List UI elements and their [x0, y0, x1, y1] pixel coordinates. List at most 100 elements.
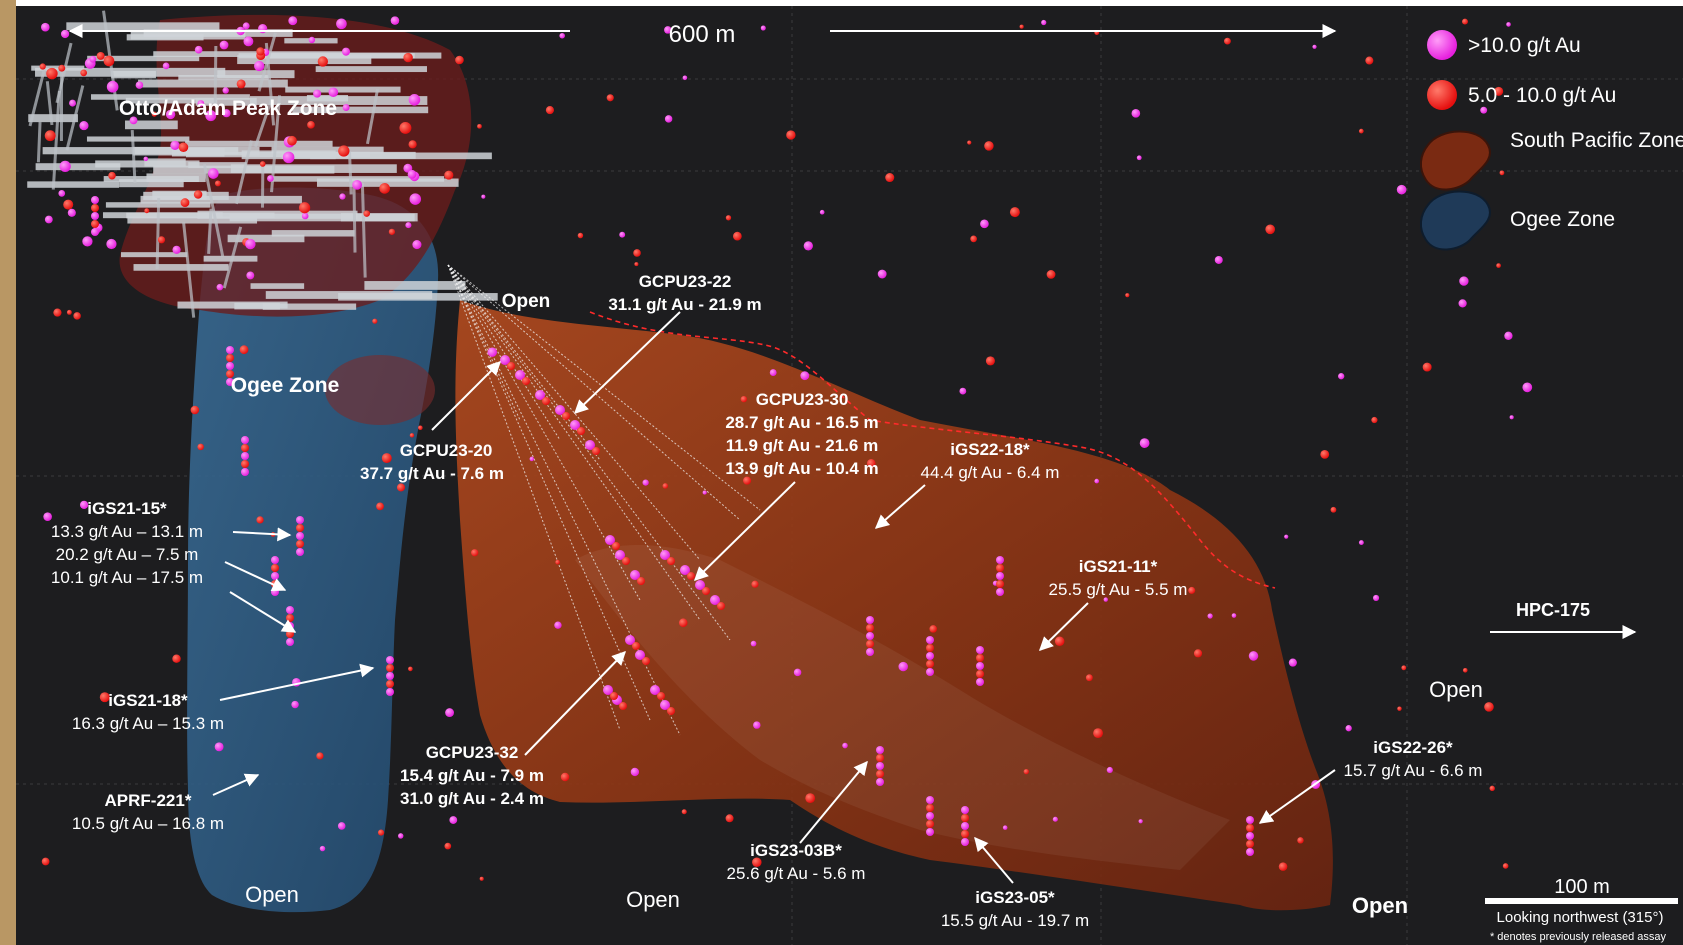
- assay-mid-grade: [44, 130, 56, 142]
- assay-high-grade: [405, 222, 412, 229]
- assay-high-grade: [961, 806, 969, 814]
- workings-drift: [315, 66, 427, 73]
- assay-mid-grade: [296, 540, 304, 548]
- assay-high-grade: [625, 635, 635, 645]
- assay-high-grade: [1041, 19, 1047, 26]
- assay-mid-grade: [259, 161, 266, 167]
- legend-ogee-label: Ogee Zone: [1510, 208, 1615, 231]
- underground-workings: [27, 10, 498, 318]
- assay-mid-grade: [702, 587, 710, 595]
- drill-trace: [447, 264, 701, 621]
- callout-arrow: [694, 481, 796, 581]
- assay-line: 31.0 g/t Au - 2.4 m: [400, 789, 544, 808]
- assay-high-grade: [1288, 658, 1297, 667]
- assay-mid-grade: [63, 199, 74, 210]
- assay-mid-grade: [307, 121, 315, 129]
- intercept-aprf-221: APRF-221* 10.5 g/t Au – 16.8 m: [72, 791, 224, 833]
- assay-mid-grade: [926, 644, 934, 652]
- assay-high-grade: [996, 588, 1004, 596]
- legend-mid-grade-label: 5.0 - 10.0 g/t Au: [1468, 84, 1616, 107]
- assay-line: 10.5 g/t Au – 16.8 m: [72, 814, 224, 833]
- assay-mid-grade: [190, 405, 200, 415]
- assay-high-grade: [959, 387, 967, 395]
- assay-high-grade: [630, 570, 640, 580]
- assay-mid-grade: [1358, 128, 1364, 134]
- assay-high-grade: [842, 742, 848, 749]
- assay-high-grade: [803, 241, 813, 251]
- workings-drift: [28, 114, 78, 123]
- workings-raise: [365, 88, 380, 145]
- assay-mid-grade: [1009, 207, 1020, 218]
- assay-mid-grade: [1019, 24, 1024, 29]
- assay-high-grade: [91, 212, 99, 220]
- zone-boundary-dashed: [589, 311, 1276, 589]
- assay-mid-grade: [455, 55, 464, 65]
- assay-high-grade: [59, 160, 71, 172]
- assay-high-grade: [866, 648, 874, 656]
- open-label-bottom-right: Open: [1352, 893, 1408, 918]
- assay-high-grade: [286, 606, 294, 614]
- assay-line: 10.1 g/t Au – 17.5 m: [51, 568, 203, 587]
- bottom-scale-bar: 100 m Looking northwest (315°) * denotes…: [1485, 876, 1678, 943]
- assay-high-grade: [876, 778, 884, 786]
- hole-id: iGS21-15*: [87, 499, 167, 518]
- assay-high-grade: [222, 109, 231, 118]
- assay-mid-grade: [1023, 768, 1029, 775]
- workings-drift: [119, 179, 184, 188]
- assay-mid-grade: [885, 173, 895, 183]
- assay-mid-grade: [633, 249, 641, 257]
- assay-high-grade: [41, 22, 50, 32]
- assay-high-grade: [1522, 382, 1533, 393]
- workings-drift: [262, 303, 357, 310]
- assay-line: 25.6 g/t Au - 5.6 m: [727, 864, 866, 883]
- callout-arrow: [799, 760, 868, 844]
- assay-high-grade: [750, 640, 757, 647]
- assay-mid-grade: [805, 793, 816, 804]
- assay-mid-grade: [197, 443, 204, 451]
- workings-drift: [111, 70, 156, 79]
- workings-drift: [87, 55, 200, 62]
- assay-high-grade: [106, 80, 119, 93]
- assay-mid-grade: [58, 64, 66, 72]
- assay-high-grade: [529, 456, 535, 462]
- workings-raise: [270, 95, 282, 193]
- workings-drift: [103, 176, 199, 182]
- assay-high-grade: [408, 94, 421, 106]
- open-label-bottom: Open: [626, 887, 680, 912]
- assay-high-grade: [291, 700, 299, 709]
- assay-mid-grade: [103, 55, 115, 67]
- workings-raise: [264, 42, 276, 126]
- callout-arrow: [219, 663, 375, 701]
- assay-high-grade: [246, 271, 255, 280]
- workings-drift: [227, 234, 305, 243]
- assay-mid-grade: [372, 318, 378, 324]
- assay-high-grade: [409, 193, 422, 205]
- footnote: * denotes previously released assay: [1490, 931, 1667, 943]
- assay-high-grade: [242, 22, 250, 30]
- assay-mid-grade: [642, 657, 650, 665]
- assay-mid-grade: [985, 356, 995, 366]
- assay-mid-grade: [180, 198, 190, 207]
- assay-mid-grade: [1502, 863, 1509, 869]
- assay-mid-grade: [1278, 862, 1288, 871]
- assay-high-grade: [619, 231, 626, 238]
- assay-high-grade: [319, 845, 326, 852]
- assay-mid-grade: [286, 614, 294, 622]
- assay-high-grade: [695, 580, 705, 590]
- assay-mid-grade: [193, 190, 203, 199]
- workings-drift: [140, 195, 302, 204]
- assay-mid-grade: [876, 754, 884, 762]
- workings-raise: [213, 45, 218, 105]
- assay-high-grade: [650, 685, 660, 695]
- left-edge-strip: [0, 0, 16, 945]
- assay-line: 13.9 g/t Au - 10.4 m: [725, 459, 878, 478]
- assay-high-grade: [162, 62, 170, 70]
- assay-high-grade: [226, 346, 234, 354]
- assay-high-grade: [1106, 766, 1113, 774]
- assay-high-grade: [559, 32, 565, 39]
- assay-mid-grade: [996, 564, 1004, 572]
- workings-drift: [271, 230, 355, 237]
- assay-mid-grade: [681, 809, 687, 815]
- assay-mid-grade: [667, 707, 675, 715]
